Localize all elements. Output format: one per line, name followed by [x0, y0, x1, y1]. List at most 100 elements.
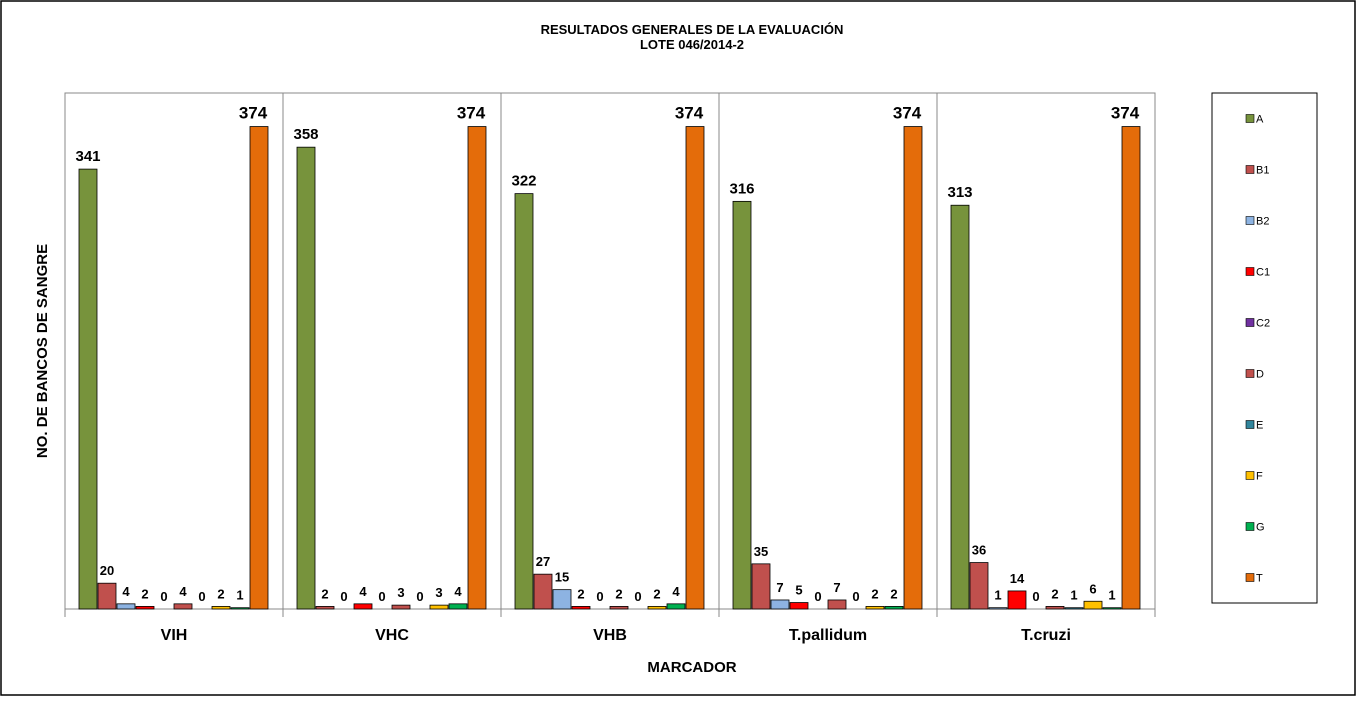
- legend-label: G: [1256, 522, 1265, 534]
- data-label: 4: [122, 584, 130, 599]
- x-tick-label: VHB: [593, 627, 627, 644]
- data-label: 374: [893, 104, 922, 123]
- data-label: 322: [511, 173, 536, 190]
- bar: [647, 606, 667, 610]
- bar: [666, 603, 686, 610]
- chart-title: RESULTADOS GENERALES DE LA EVALUACIÓN: [541, 22, 844, 37]
- data-label: 2: [1051, 586, 1058, 601]
- bar: [1045, 606, 1065, 610]
- data-label: 0: [1032, 589, 1039, 604]
- data-label: 36: [972, 543, 986, 558]
- data-label: 15: [555, 570, 569, 585]
- legend-box: [1211, 92, 1318, 604]
- bar: [1083, 600, 1103, 610]
- data-label: 3: [435, 585, 442, 600]
- data-label: 0: [852, 589, 859, 604]
- bar: [230, 607, 250, 610]
- bar: [1102, 607, 1122, 610]
- data-label: 4: [179, 584, 187, 599]
- data-label: 7: [833, 580, 840, 595]
- bar: [770, 599, 790, 610]
- x-axis-label: MARCADOR: [647, 659, 736, 676]
- bar: [429, 604, 449, 610]
- data-label: 4: [359, 584, 367, 599]
- legend-label: B2: [1256, 216, 1269, 228]
- data-label: 7: [776, 580, 783, 595]
- data-label: 4: [454, 584, 462, 599]
- legend-swatch: [1245, 216, 1255, 225]
- bar: [884, 606, 904, 610]
- bar: [448, 603, 468, 610]
- bar: [1064, 607, 1084, 610]
- data-label: 3: [397, 585, 404, 600]
- data-label: 2: [577, 586, 584, 601]
- data-label: 2: [217, 586, 224, 601]
- y-axis-label: NO. DE BANCOS DE SANGRE: [34, 244, 51, 458]
- legend-swatch: [1245, 165, 1255, 174]
- bar: [296, 146, 316, 610]
- data-label: 0: [634, 589, 641, 604]
- data-label: 0: [340, 589, 347, 604]
- x-tick-label: VHC: [375, 627, 409, 644]
- legend-label: A: [1256, 114, 1264, 126]
- legend-swatch: [1245, 114, 1255, 123]
- bar: [950, 204, 970, 610]
- data-label: 35: [754, 544, 768, 559]
- legend-label: E: [1256, 420, 1263, 432]
- data-label: 1: [1108, 588, 1115, 603]
- legend-swatch: [1245, 471, 1255, 480]
- data-label: 5: [795, 583, 802, 598]
- data-label: 27: [536, 554, 550, 569]
- bar: [353, 603, 373, 610]
- data-label: 1: [1070, 588, 1077, 603]
- bar: [116, 603, 136, 610]
- bar: [391, 604, 411, 610]
- data-label: 313: [947, 184, 972, 201]
- legend-swatch: [1245, 522, 1255, 531]
- legend-swatch: [1245, 420, 1255, 429]
- data-label: 341: [75, 148, 100, 165]
- data-label: 2: [890, 586, 897, 601]
- data-label: 20: [100, 563, 114, 578]
- bar: [514, 193, 534, 610]
- x-tick-label: T.cruzi: [1021, 627, 1071, 644]
- bar: [969, 562, 989, 610]
- data-label: 0: [416, 589, 423, 604]
- data-label: 374: [239, 104, 268, 123]
- data-label: 6: [1089, 581, 1096, 596]
- data-label: 2: [615, 586, 622, 601]
- data-label: 0: [814, 589, 821, 604]
- bar: [533, 573, 553, 610]
- data-label: 0: [198, 589, 205, 604]
- bar: [315, 606, 335, 610]
- bar: [732, 200, 752, 610]
- x-tick-label: VIH: [161, 627, 188, 644]
- bar: [1121, 126, 1141, 610]
- data-label: 14: [1010, 571, 1025, 586]
- bar: [751, 563, 771, 610]
- bar: [78, 168, 98, 610]
- bar: [571, 606, 591, 610]
- chart-subtitle: LOTE 046/2014-2: [640, 37, 744, 52]
- data-label: 1: [236, 588, 243, 603]
- data-label: 374: [457, 104, 486, 123]
- legend-swatch: [1245, 369, 1255, 378]
- bar: [827, 599, 847, 610]
- legend-label: F: [1256, 471, 1263, 483]
- legend-label: C1: [1256, 267, 1270, 279]
- bar: [249, 126, 269, 610]
- x-tick-label: T.pallidum: [789, 627, 867, 644]
- bar: [988, 607, 1008, 610]
- data-label: 4: [672, 584, 680, 599]
- data-label: 2: [321, 586, 328, 601]
- legend-label: D: [1256, 369, 1264, 381]
- data-label: 2: [871, 586, 878, 601]
- bar: [211, 606, 231, 610]
- data-label: 316: [729, 180, 754, 197]
- legend-swatch: [1245, 318, 1255, 327]
- bar: [135, 606, 155, 610]
- legend-label: T: [1256, 573, 1263, 585]
- data-label: 1: [994, 588, 1001, 603]
- data-label: 0: [596, 589, 603, 604]
